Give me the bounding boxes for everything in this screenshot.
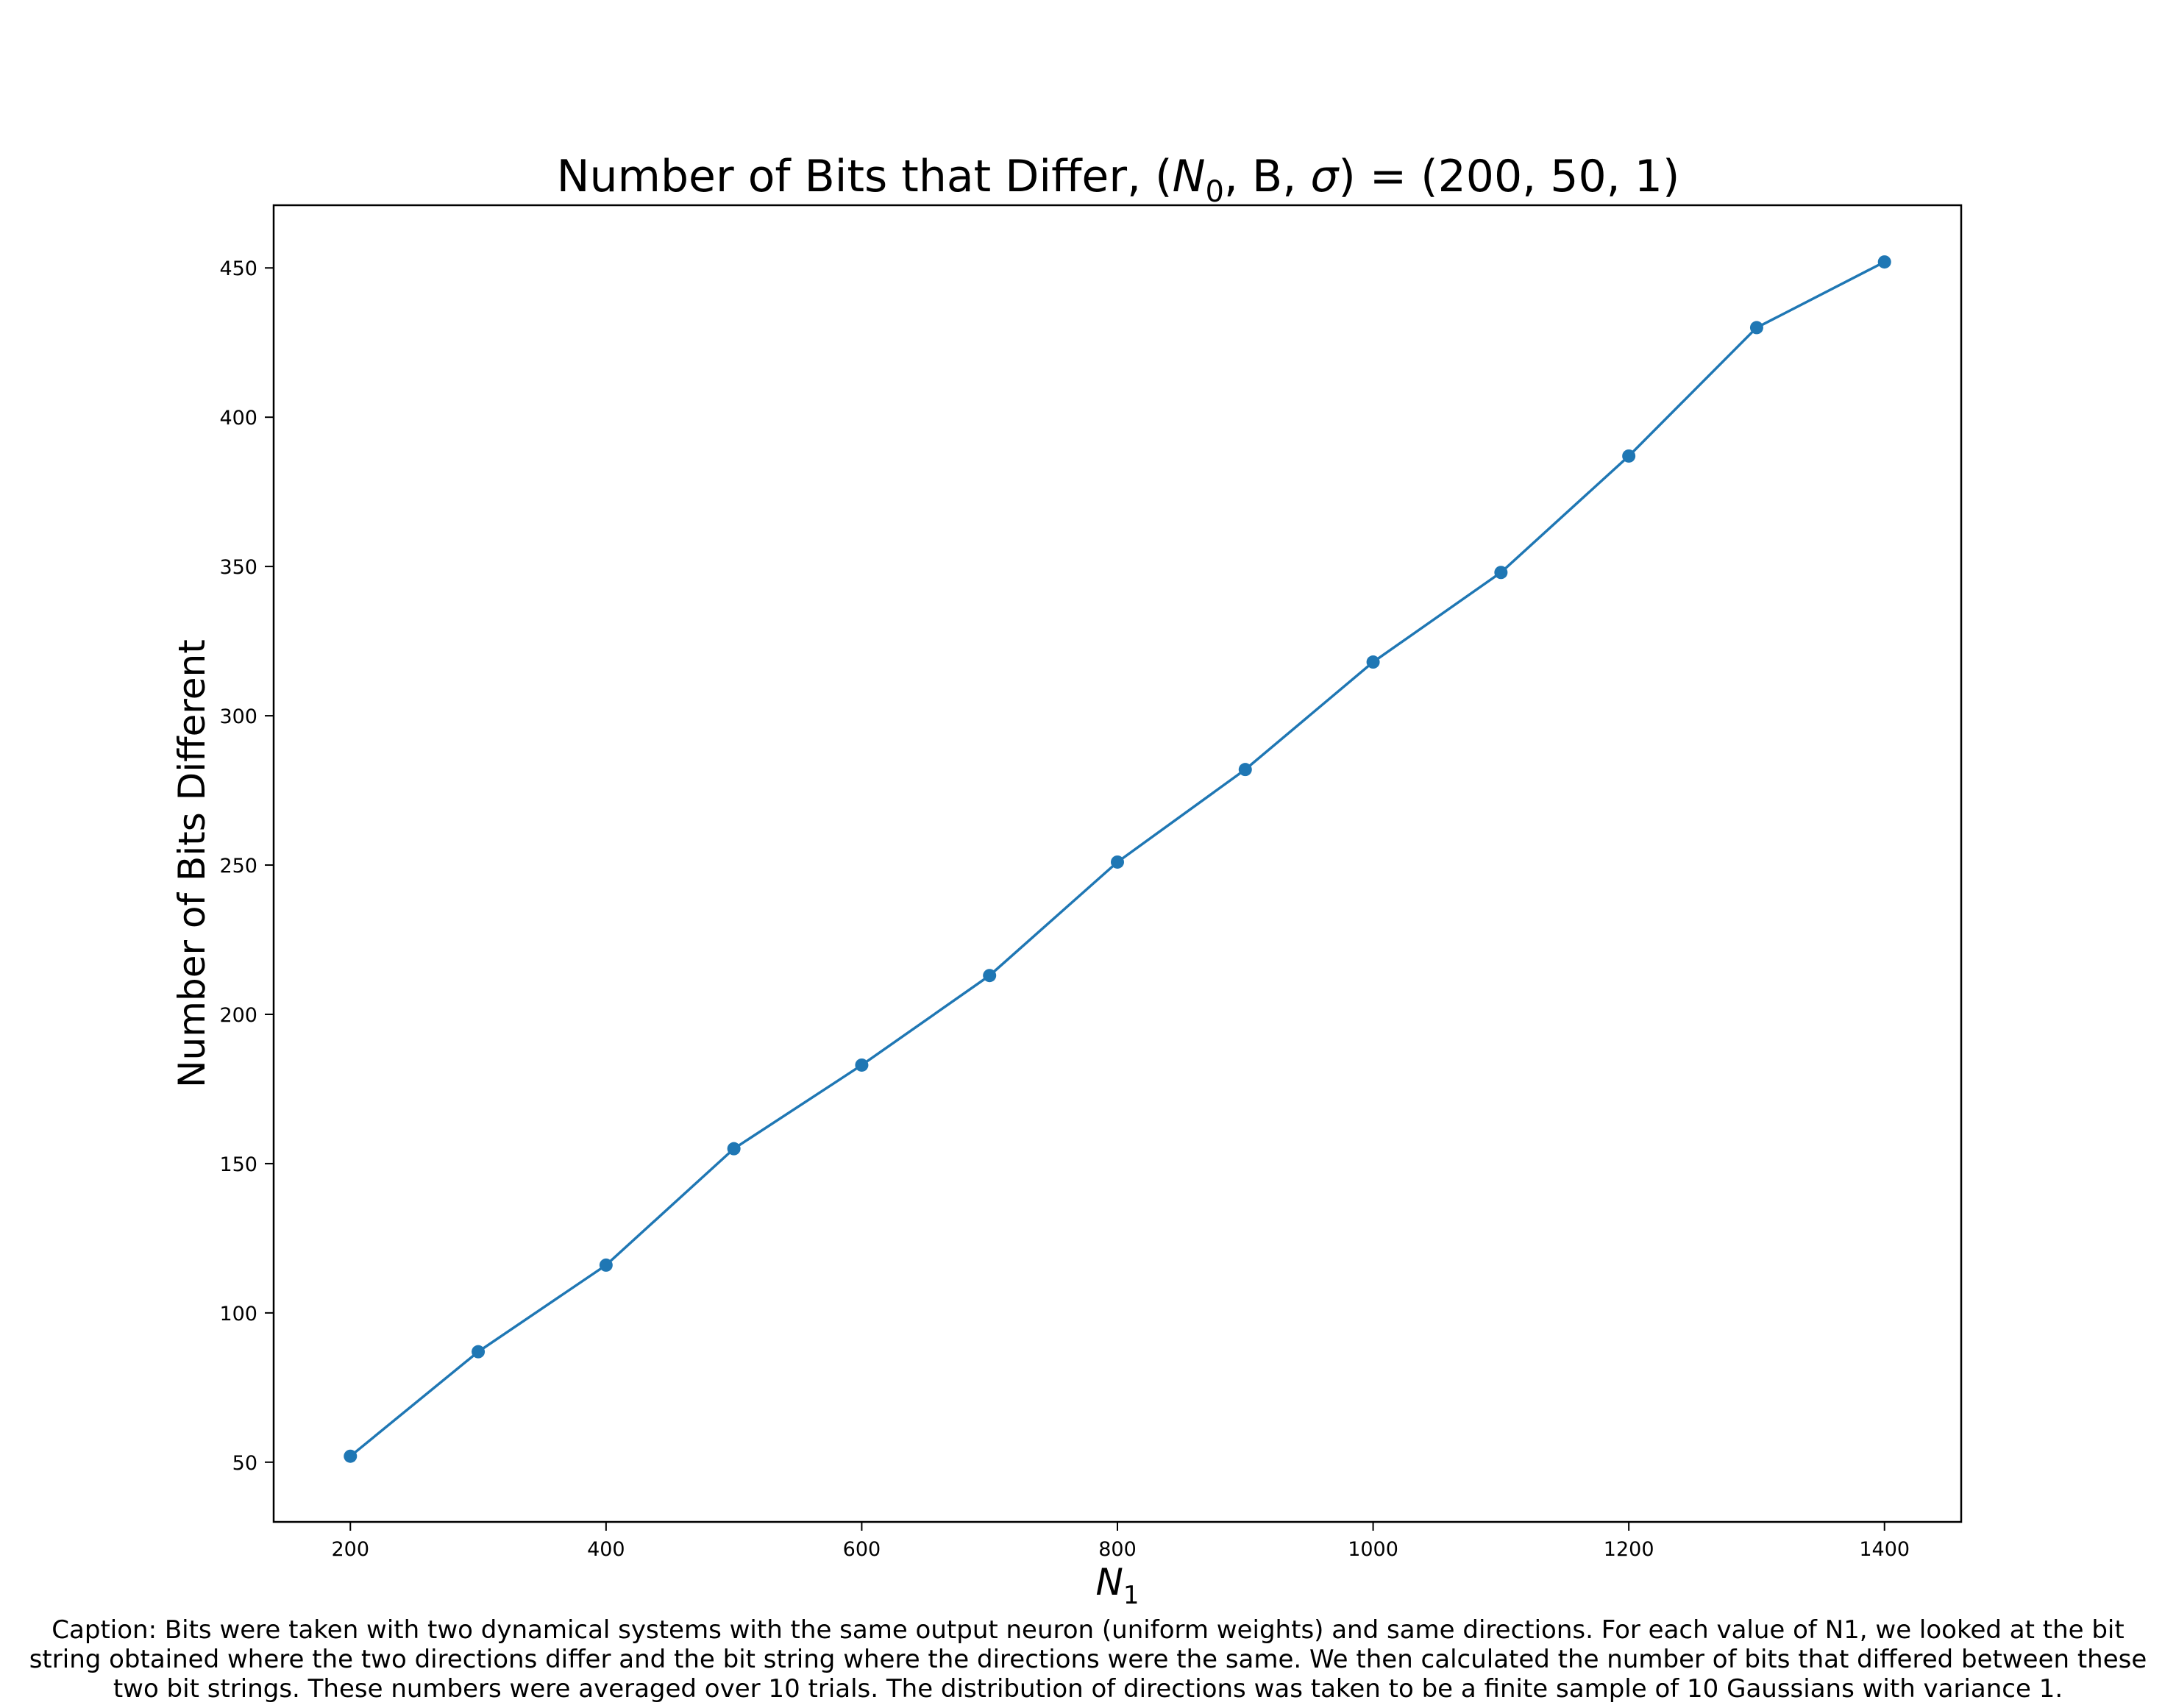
- chart-title-var: N: [1173, 151, 1206, 202]
- data-point: [1749, 321, 1763, 335]
- data-point: [472, 1345, 486, 1359]
- chart-title: Number of Bits that Differ, (N0, B, σ) =…: [557, 151, 1680, 209]
- data-point: [1238, 763, 1252, 777]
- x-axis: 200 400 600 800 1000 1200 1400: [331, 1522, 1910, 1561]
- data-point: [1366, 655, 1380, 669]
- y-axis-label: Number of Bits Different: [171, 639, 213, 1088]
- x-tick-label: 1200: [1604, 1538, 1654, 1561]
- x-tick-label: 400: [587, 1538, 625, 1561]
- chart-title-prefix: Number of Bits that Differ, (: [557, 151, 1173, 202]
- x-axis-label: N1: [1095, 1561, 1139, 1610]
- data-point: [983, 969, 997, 983]
- chart-title-sigma: σ: [1310, 151, 1340, 202]
- x-tick-label: 800: [1098, 1538, 1137, 1561]
- y-tick-label: 250: [219, 855, 257, 878]
- data-point: [1622, 449, 1636, 463]
- data-point: [344, 1449, 358, 1463]
- series-points: [344, 255, 1891, 1463]
- y-axis: 50 100 150 200 250 300 350 400 450: [219, 257, 274, 1475]
- x-tick-label: 1000: [1348, 1538, 1398, 1561]
- y-tick-label: 400: [219, 407, 257, 430]
- chart-title-sub: 0: [1205, 175, 1223, 209]
- data-point: [855, 1058, 869, 1072]
- x-tick-label: 600: [843, 1538, 881, 1561]
- y-tick-label: 300: [219, 705, 257, 728]
- y-tick-label: 100: [219, 1303, 257, 1326]
- data-point: [1877, 255, 1891, 269]
- x-tick-label: 200: [331, 1538, 369, 1561]
- y-tick-label: 350: [219, 556, 257, 579]
- data-point: [1111, 855, 1124, 869]
- y-tick-label: 450: [219, 257, 257, 280]
- x-axis-label-var: N: [1095, 1561, 1123, 1604]
- y-tick-label: 50: [232, 1452, 257, 1475]
- y-tick-label: 200: [219, 1004, 257, 1027]
- x-tick-label: 1400: [1859, 1538, 1910, 1561]
- figure-caption: Caption: Bits were taken with two dynami…: [29, 1615, 2147, 1704]
- data-point: [599, 1258, 613, 1272]
- y-tick-label: 150: [219, 1153, 257, 1176]
- x-axis-label-sub: 1: [1123, 1581, 1139, 1610]
- chart-title-suffix: ) = (200, 50, 1): [1338, 151, 1679, 202]
- data-point: [1494, 566, 1508, 580]
- chart-title-middle: , B,: [1224, 151, 1310, 202]
- data-point: [727, 1142, 741, 1156]
